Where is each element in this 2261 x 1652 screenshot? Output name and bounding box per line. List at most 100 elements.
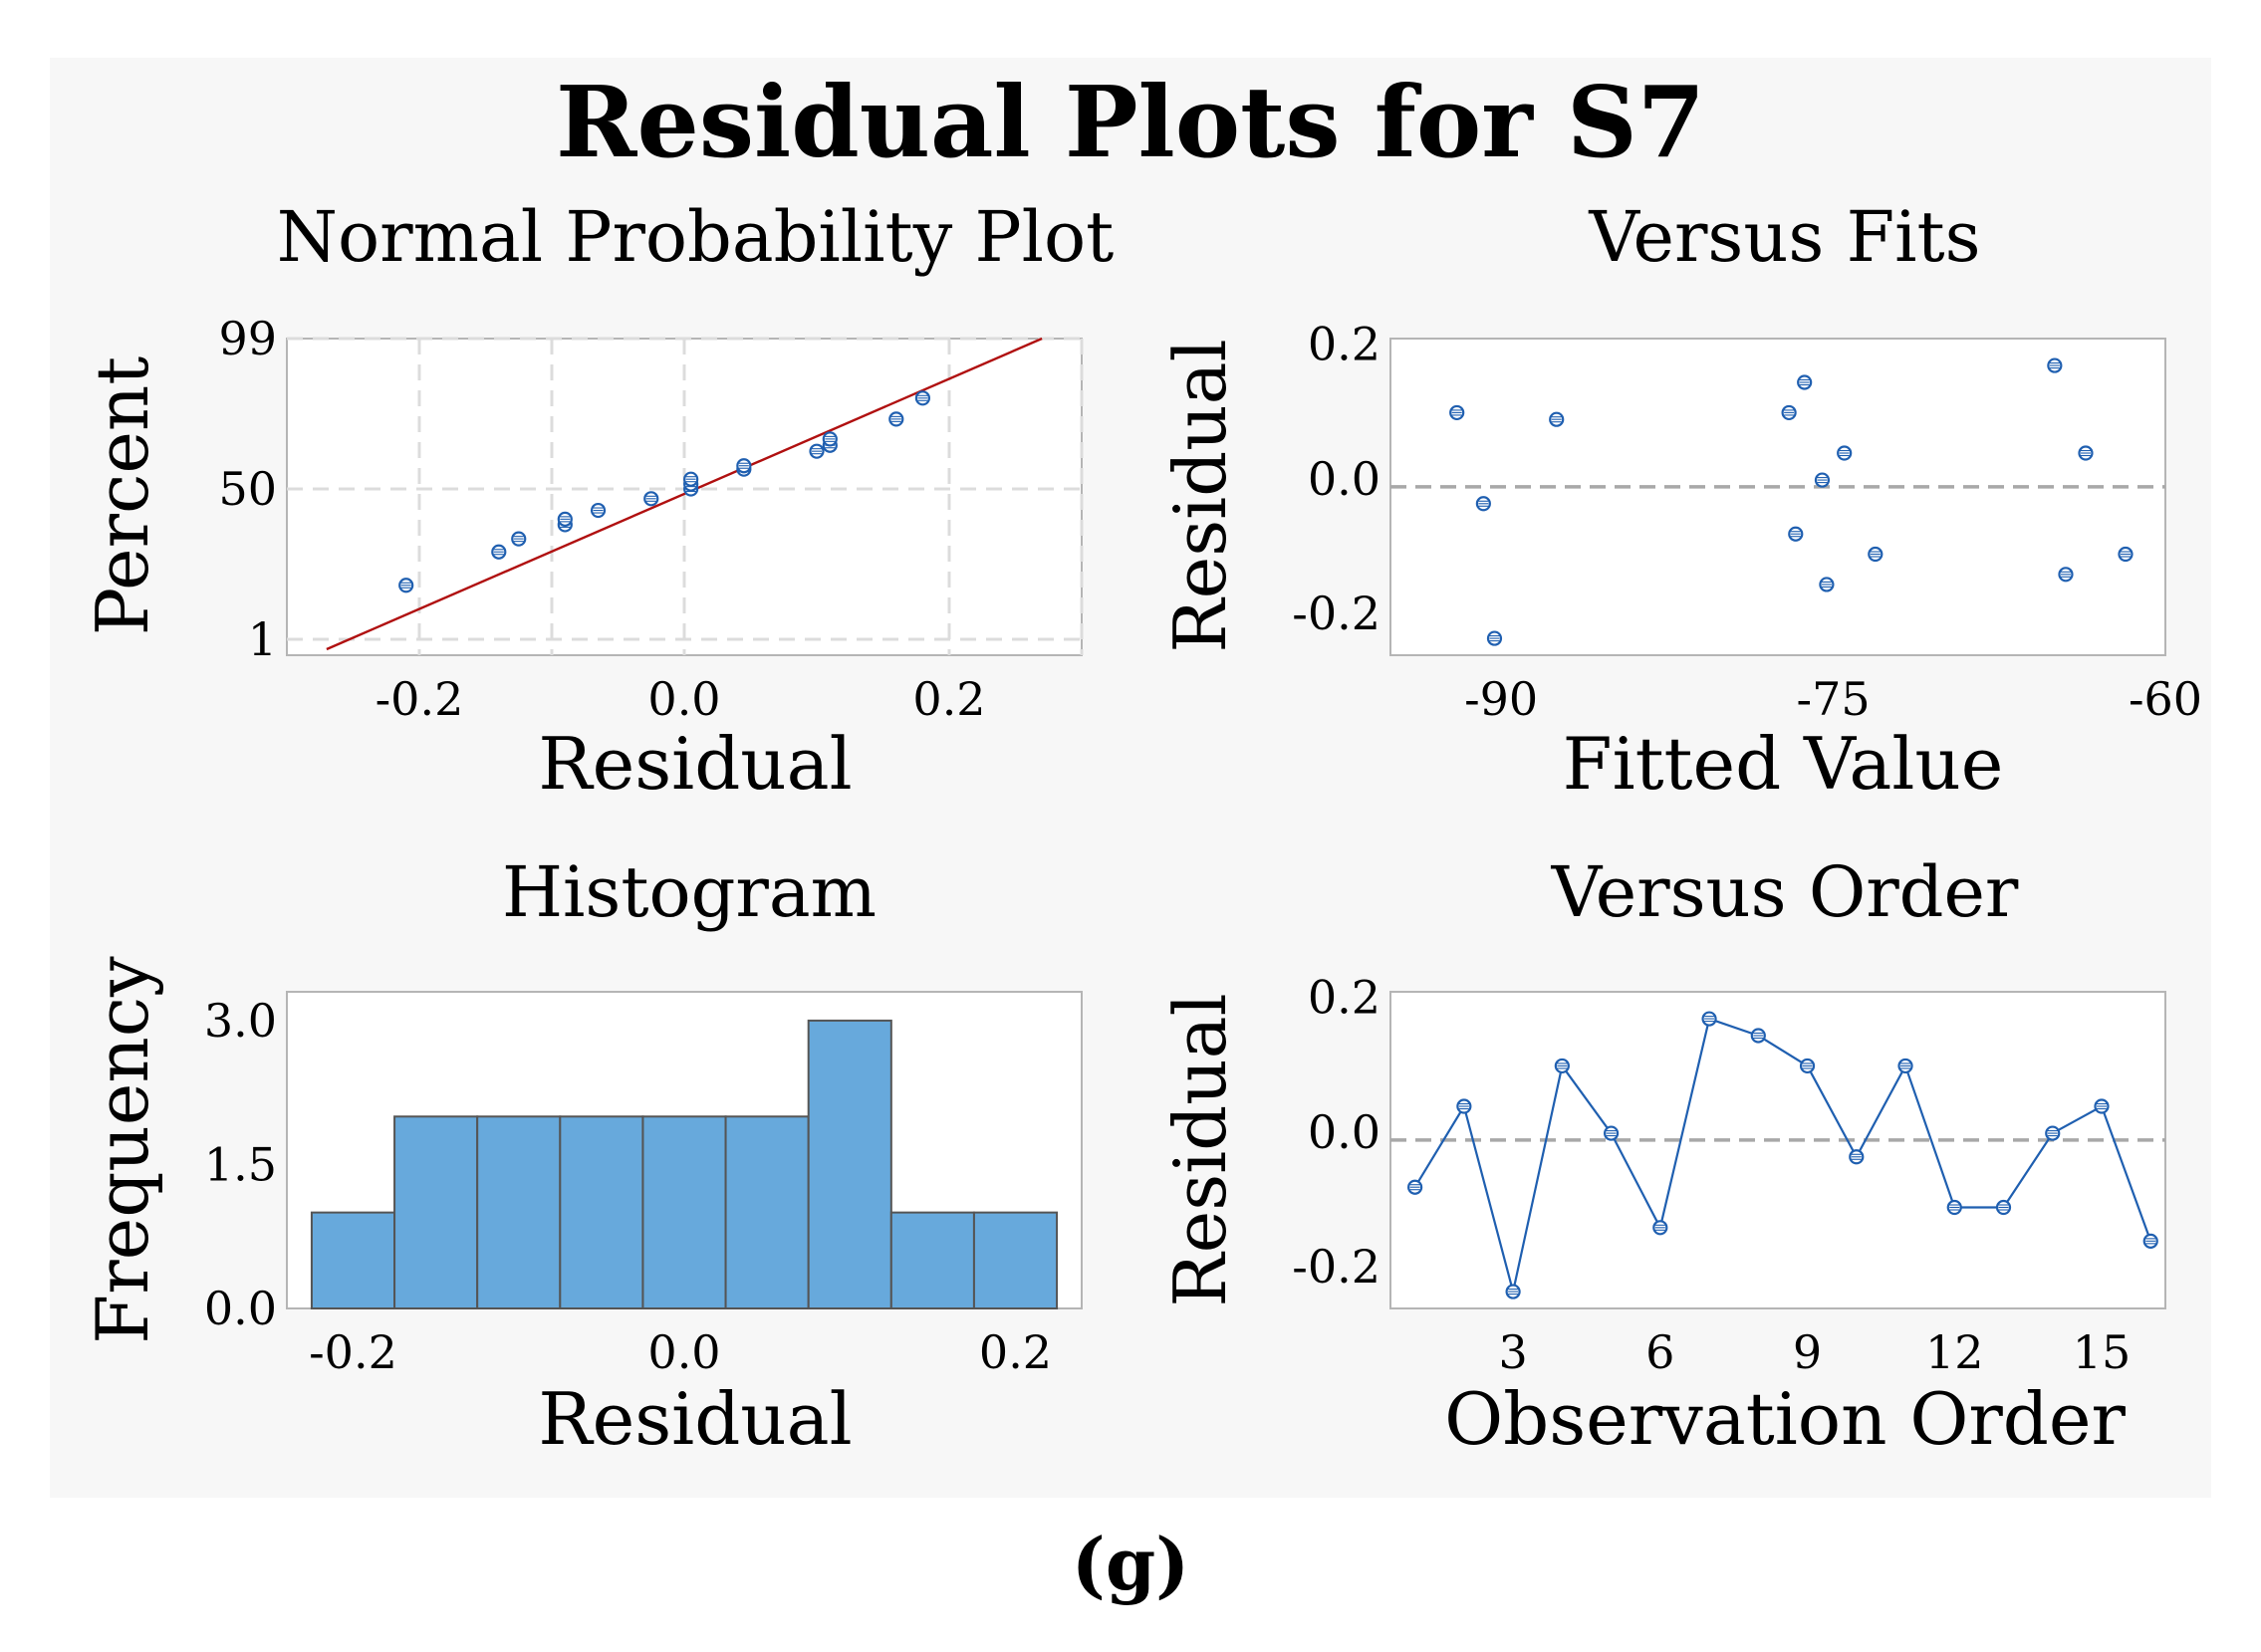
order-plot-area	[1389, 991, 2166, 1309]
npp-ticks: -0.2 0.0 0.2 1 50 99	[218, 312, 985, 726]
order-title: Versus Order	[1551, 851, 2019, 933]
hist-bar	[641, 1115, 727, 1309]
hist-ticks: -0.2 0.0 0.2 3.0 1.5 0.0	[204, 994, 1052, 1379]
fits-xlabel: Fitted Value	[1563, 722, 2004, 806]
order-point	[1897, 1058, 1913, 1074]
order-xtick-label: 3	[1498, 1325, 1527, 1379]
npp-point	[683, 471, 699, 487]
fits-ylabel: Residual	[1158, 339, 1242, 652]
npp-xtick-label: 0.2	[912, 672, 985, 726]
npp-point	[888, 411, 904, 427]
npp-grid	[287, 337, 1084, 655]
fits-point	[1788, 526, 1804, 542]
hist-xtick-label: -0.2	[309, 1325, 397, 1379]
order-point	[1946, 1199, 1962, 1216]
npp-ylabel: Percent	[81, 356, 164, 636]
order-series-line	[1413, 1017, 2152, 1293]
order-ytick-label: 0.2	[1308, 971, 1381, 1025]
hist-ytick-label: 0.0	[204, 1282, 277, 1335]
npp-fit-line	[326, 337, 1043, 651]
order-ticks: 3 6 9 12 15 0.2 0.0 -0.2	[1292, 971, 2131, 1379]
npp-ytick-label: 99	[218, 312, 277, 365]
fits-ytick-label: -0.2	[1292, 587, 1381, 640]
fits-ticks: -90 -75 -60 0.2 0.0 -0.2	[1292, 318, 2202, 726]
npp-fit-line-segment	[326, 337, 1043, 651]
hist-bar	[807, 1019, 892, 1309]
fits-point	[1819, 577, 1835, 592]
fits-ytick-label: 0.0	[1308, 452, 1381, 506]
order-point	[1407, 1179, 1423, 1195]
npp-point	[914, 390, 931, 406]
order-point	[1701, 1011, 1717, 1027]
order-point	[1505, 1284, 1521, 1299]
order-xtick-label: 9	[1793, 1325, 1822, 1379]
fits-point	[1549, 411, 1565, 427]
order-point	[1456, 1098, 1472, 1114]
fits-xtick-label: -75	[1797, 672, 1871, 726]
hist-bar	[972, 1211, 1059, 1309]
figure-caption: (g)	[1071, 1522, 1190, 1606]
fits-point	[2047, 357, 2063, 373]
npp-ytick-label: 1	[248, 612, 277, 666]
hist-title: Histogram	[502, 851, 877, 933]
versus-order-plot: Versus Order 3 6 9 12 15 0.2 0.0 -0.2 Observati…	[1158, 851, 2166, 1461]
hist-ylabel: Frequency	[81, 956, 164, 1344]
hist-bar	[476, 1115, 562, 1309]
npp-xlabel: Residual	[538, 722, 852, 806]
fits-point	[1486, 630, 1503, 646]
hist-bar	[889, 1211, 975, 1309]
fits-xtick-label: -60	[2129, 672, 2202, 726]
npp-title: Normal Probability Plot	[277, 196, 1115, 278]
hist-ytick-label: 1.5	[204, 1137, 277, 1191]
hist-bars	[310, 1019, 1059, 1309]
npp-ytick-label: 50	[218, 462, 277, 516]
fits-title: Versus Fits	[1588, 196, 1980, 278]
figure-title: Residual Plots for S7	[556, 66, 1705, 180]
hist-bar	[310, 1211, 396, 1309]
order-ytick-label: 0.0	[1308, 1105, 1381, 1159]
fits-point	[2078, 445, 2094, 461]
order-xtick-label: 6	[1645, 1325, 1674, 1379]
order-point	[1849, 1149, 1865, 1165]
hist-xtick-label: 0.2	[979, 1325, 1052, 1379]
hist-bar	[393, 1115, 479, 1309]
normal-probability-plot: Normal Probability Plot -0.2 0.0 0.215099 …	[81, 196, 1114, 806]
fits-point	[1868, 546, 1884, 563]
npp-point	[557, 511, 573, 527]
npp-point	[822, 431, 838, 447]
order-ytick-label: -0.2	[1292, 1240, 1381, 1294]
order-xtick-label: 15	[2073, 1325, 2132, 1379]
fits-ytick-label: 0.2	[1308, 318, 1381, 371]
hist-xlabel: Residual	[538, 1377, 852, 1461]
fits-point	[1814, 472, 1831, 488]
versus-fits-plot: Versus Fits -90 -75 -60 0.2 0.0 -0.2 Fitted V…	[1158, 196, 2202, 806]
order-series-polyline	[1413, 1017, 2152, 1293]
order-point	[1750, 1028, 1766, 1044]
order-point	[1554, 1058, 1570, 1074]
order-point	[2094, 1098, 2110, 1114]
hist-ytick-label: 3.0	[204, 994, 277, 1048]
npp-point	[809, 443, 825, 459]
npp-xtick-label: -0.2	[376, 672, 464, 726]
hist-bar	[559, 1115, 644, 1309]
fits-point	[1475, 496, 1491, 512]
fits-point	[2118, 546, 2134, 563]
npp-point	[511, 531, 527, 547]
histogram-plot: Histogram -0.2 0.0 0.2 3.0 1.5 0.0 Residual F…	[81, 851, 1083, 1461]
npp-xtick-label: 0.0	[647, 672, 720, 726]
hist-bar	[724, 1115, 810, 1309]
fits-plot-area	[1389, 338, 2166, 656]
order-point	[2045, 1125, 2061, 1141]
order-point	[1652, 1220, 1668, 1236]
order-xtick-label: 12	[1925, 1325, 1984, 1379]
order-point	[2142, 1233, 2158, 1249]
order-xlabel: Observation Order	[1444, 1377, 2126, 1461]
fits-point	[1449, 404, 1465, 421]
order-point	[1603, 1125, 1620, 1141]
fits-point	[1837, 445, 1853, 461]
npp-point	[590, 502, 607, 519]
npp-point	[736, 458, 752, 474]
npp-points	[398, 390, 931, 593]
fits-point	[1781, 404, 1797, 421]
